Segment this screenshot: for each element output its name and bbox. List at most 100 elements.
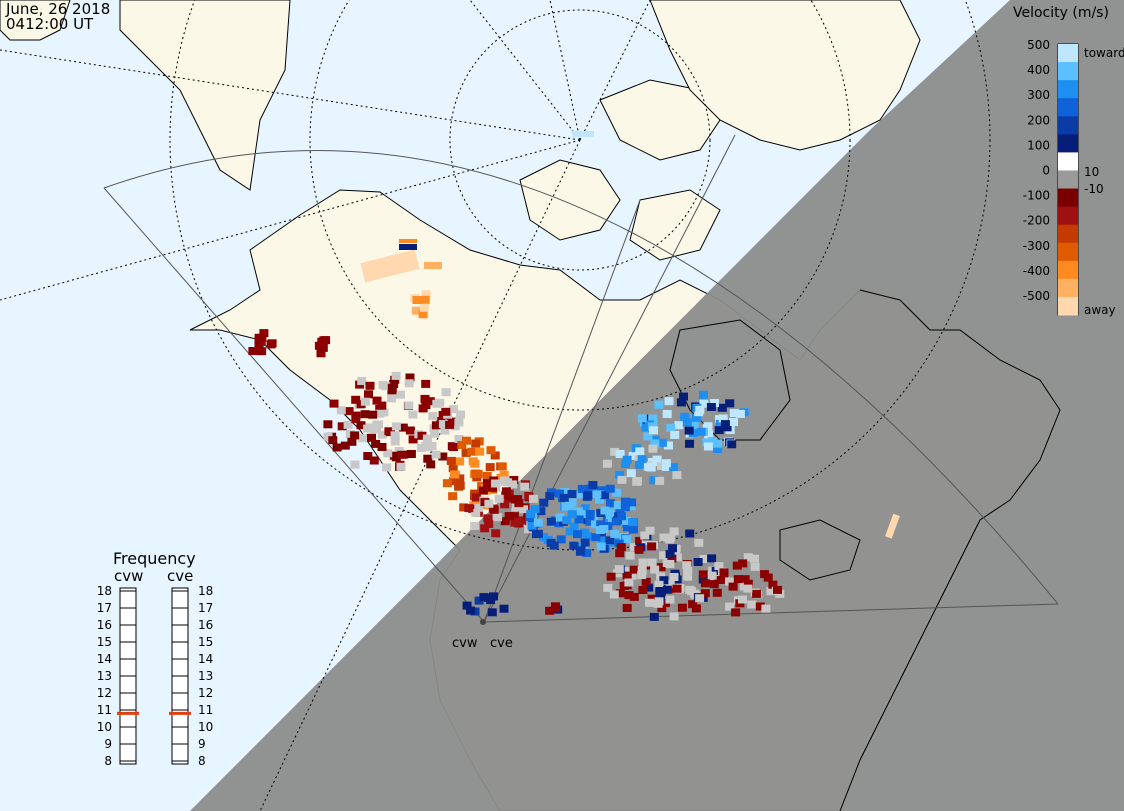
scatter-cell	[360, 410, 370, 419]
scatter-cell	[365, 381, 375, 390]
scatter-cell	[622, 455, 632, 464]
scatter-cell	[615, 450, 625, 458]
scatter-cell	[638, 586, 648, 594]
scatter-cell	[720, 420, 730, 429]
scatter-cell	[454, 418, 464, 427]
scatter-cell	[691, 604, 701, 613]
scatter-cell	[725, 602, 735, 611]
scatter-cell	[637, 455, 647, 464]
scatter-cell	[471, 493, 481, 502]
scatter-cell	[391, 422, 401, 431]
scatter-cell	[450, 470, 459, 479]
scatter-cell	[372, 425, 382, 433]
frequency-tick-label-right: 11	[198, 703, 213, 717]
velocity-color-swatch	[1058, 80, 1078, 99]
scatter-cell	[750, 562, 760, 571]
scatter-cell	[648, 458, 657, 466]
scatter-cell	[693, 558, 703, 566]
scatter-cell	[565, 527, 575, 536]
scatter-cell	[655, 592, 665, 601]
scatter-cell	[254, 339, 264, 348]
velocity-color-swatch	[1058, 206, 1078, 226]
scatter-cell	[482, 479, 492, 488]
scatter-cell	[519, 505, 529, 514]
scatter-cell	[559, 493, 569, 502]
scatter-cell	[694, 538, 704, 547]
scatter-cell	[670, 430, 680, 439]
scatter-cell	[395, 390, 405, 399]
scatter-cell	[399, 244, 417, 250]
scatter-cell	[637, 571, 647, 580]
scatter-cell	[885, 513, 900, 539]
scatter-cell	[357, 377, 367, 385]
scatter-cell	[363, 452, 373, 460]
scatter-cell	[696, 427, 706, 436]
scatter-cell	[699, 399, 709, 408]
scatter-cell	[708, 437, 718, 446]
scatter-cell	[707, 554, 717, 563]
scatter-cell	[461, 448, 471, 457]
scatter-cell	[430, 429, 440, 438]
scatter-cell	[650, 439, 660, 448]
scatter-cell	[347, 437, 357, 446]
scatter-cell	[329, 399, 339, 408]
frequency-tick-label-left: 10	[97, 720, 112, 734]
scatter-cell	[449, 443, 459, 452]
scatter-cell	[609, 590, 619, 599]
scatter-cell	[404, 379, 414, 388]
scatter-cell	[728, 582, 738, 591]
scatter-cell	[583, 491, 593, 499]
scatter-cell	[454, 435, 464, 443]
night-coastlines	[669, 289, 1061, 811]
scatter-cell	[383, 449, 393, 458]
scatter-cell	[731, 608, 741, 617]
scatter-cell	[408, 435, 418, 444]
scatter-cell	[371, 439, 381, 448]
scatter-cell	[405, 426, 415, 435]
scatter-cell	[596, 520, 606, 529]
scatter-cell	[657, 604, 667, 613]
scatter-cell	[738, 559, 748, 568]
scatter-cell	[645, 598, 654, 607]
scatter-cell	[665, 560, 675, 568]
scatter-cell	[377, 430, 387, 439]
scatter-cell	[248, 347, 258, 355]
scatter-cell	[474, 596, 484, 605]
radar-sites: cvw cve	[452, 619, 513, 651]
scatter-cell	[483, 514, 493, 523]
scatter-cell	[615, 470, 625, 479]
velocity-tick-label: -500	[1023, 289, 1050, 303]
scatter-cell	[653, 599, 663, 608]
scatter-cell	[729, 409, 739, 418]
scatter-cell	[669, 463, 679, 472]
scatter-cell	[683, 566, 693, 575]
scatter-cell	[606, 499, 616, 508]
velocity-color-swatch	[1058, 242, 1078, 262]
scatter-cell	[539, 498, 549, 507]
scatter-cell	[692, 413, 701, 422]
scatter-cell	[500, 500, 510, 509]
velocity-tick-label: 400	[1027, 63, 1050, 77]
scatter-cell	[657, 462, 666, 471]
scatter-cell	[628, 518, 638, 527]
scatter-cell	[704, 430, 714, 439]
scatter-cell	[622, 535, 632, 544]
scatter-cell	[627, 498, 637, 507]
scatter-cell	[491, 479, 500, 488]
scatter-cell	[750, 554, 759, 563]
frequency-title: Frequency	[113, 549, 196, 568]
velocity-color-swatch	[1058, 170, 1078, 190]
scatter-cell	[672, 584, 682, 593]
scatter-cell	[411, 306, 421, 315]
scatter-cell	[667, 554, 677, 563]
scatter-cell	[629, 592, 639, 601]
velocity-color-swatch	[1058, 134, 1078, 153]
scatter-cell	[711, 567, 721, 575]
scatter-cell	[323, 432, 333, 441]
scatter-cell	[555, 489, 564, 498]
scatter-cell	[672, 471, 682, 480]
scatter-cell	[649, 476, 659, 485]
scatter-cell	[698, 570, 708, 579]
scatter-cell	[700, 589, 710, 598]
scatter-cell	[470, 459, 480, 468]
